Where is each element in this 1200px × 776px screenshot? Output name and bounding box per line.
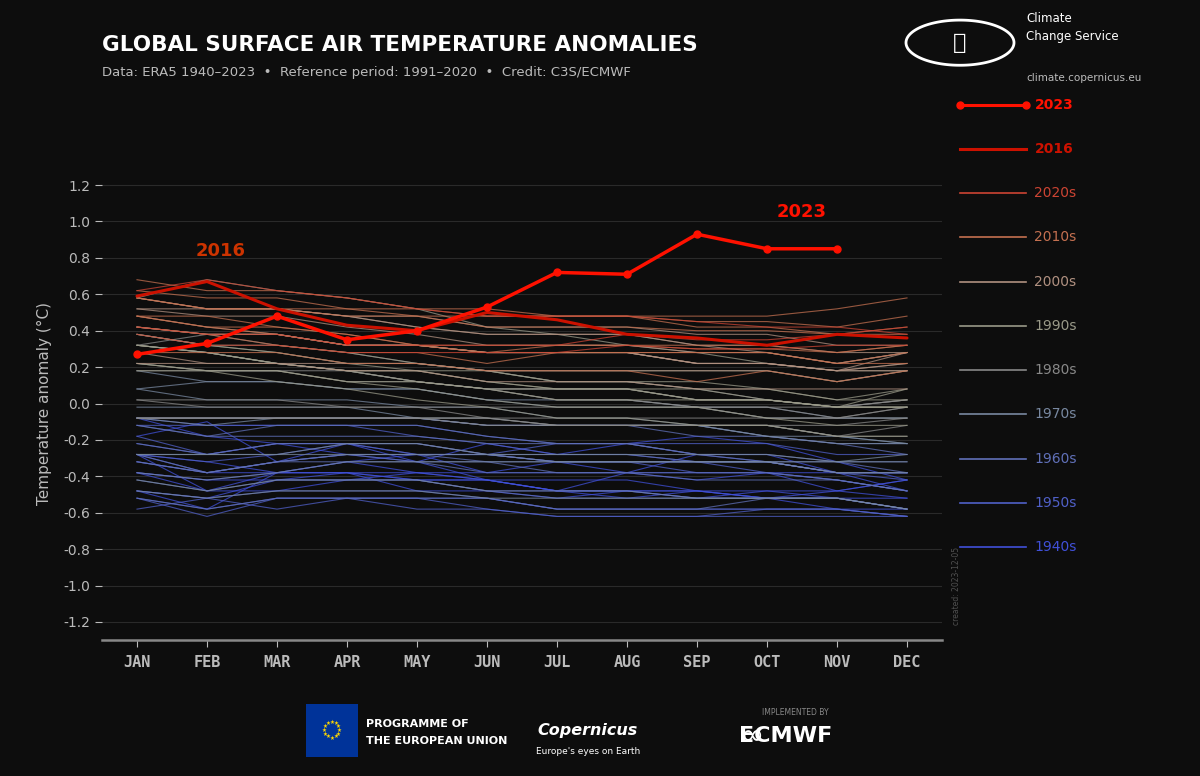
Text: Data: ERA5 1940–2023  •  Reference period: 1991–2020  •  Credit: C3S/ECMWF: Data: ERA5 1940–2023 • Reference period:…	[102, 66, 631, 79]
Text: ★: ★	[323, 724, 328, 729]
Text: IMPLEMENTED BY: IMPLEMENTED BY	[762, 708, 829, 717]
Text: ★: ★	[337, 728, 342, 733]
Text: Copernicus: Copernicus	[538, 723, 638, 739]
Text: ★: ★	[325, 734, 330, 740]
Text: 1990s: 1990s	[1034, 319, 1076, 333]
Text: PROGRAMME OF: PROGRAMME OF	[366, 719, 469, 729]
Text: 2023: 2023	[778, 203, 827, 221]
Text: 1980s: 1980s	[1034, 363, 1076, 377]
Text: climate.copernicus.eu: climate.copernicus.eu	[1026, 73, 1141, 82]
Text: ★: ★	[322, 728, 326, 733]
Text: created: 2023-12-05: created: 2023-12-05	[952, 546, 961, 625]
Text: 🌡: 🌡	[953, 33, 967, 53]
Text: Europe's eyes on Earth: Europe's eyes on Earth	[536, 747, 640, 756]
Text: THE EUROPEAN UNION: THE EUROPEAN UNION	[366, 736, 508, 746]
Text: ∞: ∞	[740, 722, 764, 750]
Text: ★: ★	[325, 721, 330, 726]
Text: ★: ★	[334, 734, 338, 740]
Text: ★: ★	[323, 732, 328, 736]
Text: 1950s: 1950s	[1034, 496, 1076, 510]
Text: 2023: 2023	[1034, 98, 1073, 112]
Text: ★: ★	[329, 720, 335, 725]
Text: 1970s: 1970s	[1034, 407, 1076, 421]
Text: ECMWF: ECMWF	[739, 726, 833, 746]
Y-axis label: Temperature anomaly (°C): Temperature anomaly (°C)	[37, 302, 53, 505]
Text: 1940s: 1940s	[1034, 540, 1076, 554]
Text: Climate
Change Service: Climate Change Service	[1026, 12, 1118, 43]
Text: ★: ★	[336, 732, 341, 736]
Text: 1960s: 1960s	[1034, 452, 1076, 466]
Text: ★: ★	[336, 724, 341, 729]
Text: 2016: 2016	[196, 241, 246, 260]
Text: 2016: 2016	[1034, 142, 1073, 156]
Text: ★: ★	[329, 736, 335, 740]
Text: GLOBAL SURFACE AIR TEMPERATURE ANOMALIES: GLOBAL SURFACE AIR TEMPERATURE ANOMALIES	[102, 35, 697, 55]
Text: 2020s: 2020s	[1034, 186, 1076, 200]
Text: 2010s: 2010s	[1034, 230, 1076, 244]
Text: 2000s: 2000s	[1034, 275, 1076, 289]
Text: ★: ★	[334, 721, 338, 726]
